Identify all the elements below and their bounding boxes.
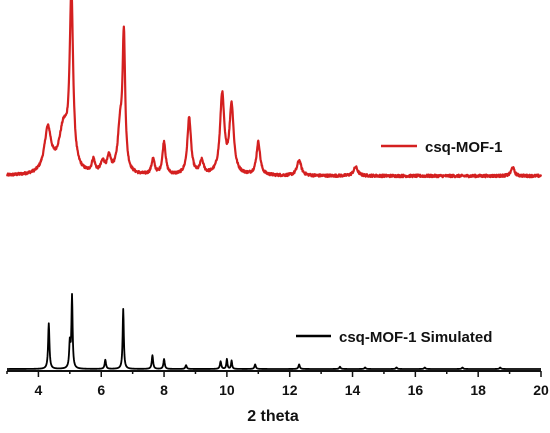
x-tick-label: 4 bbox=[35, 382, 43, 398]
x-tick-label: 14 bbox=[345, 382, 361, 398]
x-tick-label: 10 bbox=[219, 382, 235, 398]
traces bbox=[5, 0, 543, 370]
legend-label-black: csq-MOF-1 Simulated bbox=[339, 329, 492, 346]
x-tick-label: 20 bbox=[533, 382, 549, 398]
x-tick-label: 8 bbox=[160, 382, 168, 398]
series-line-simulated bbox=[6, 292, 542, 370]
x-tick-label: 12 bbox=[282, 382, 298, 398]
x-axis-title: 2 theta bbox=[247, 408, 299, 425]
x-axis-ticks: 4 6 8 10 12 14 16 18 20 bbox=[6, 371, 549, 398]
x-tick-label: 18 bbox=[470, 382, 486, 398]
series-line-measured bbox=[5, 0, 543, 179]
legend-red-series: csq-MOF-1 bbox=[381, 139, 503, 156]
legend-label-red: csq-MOF-1 bbox=[425, 139, 503, 156]
legend-black-series: csq-MOF-1 Simulated bbox=[296, 329, 492, 346]
x-tick-label: 6 bbox=[97, 382, 105, 398]
x-tick-label: 16 bbox=[408, 382, 424, 398]
